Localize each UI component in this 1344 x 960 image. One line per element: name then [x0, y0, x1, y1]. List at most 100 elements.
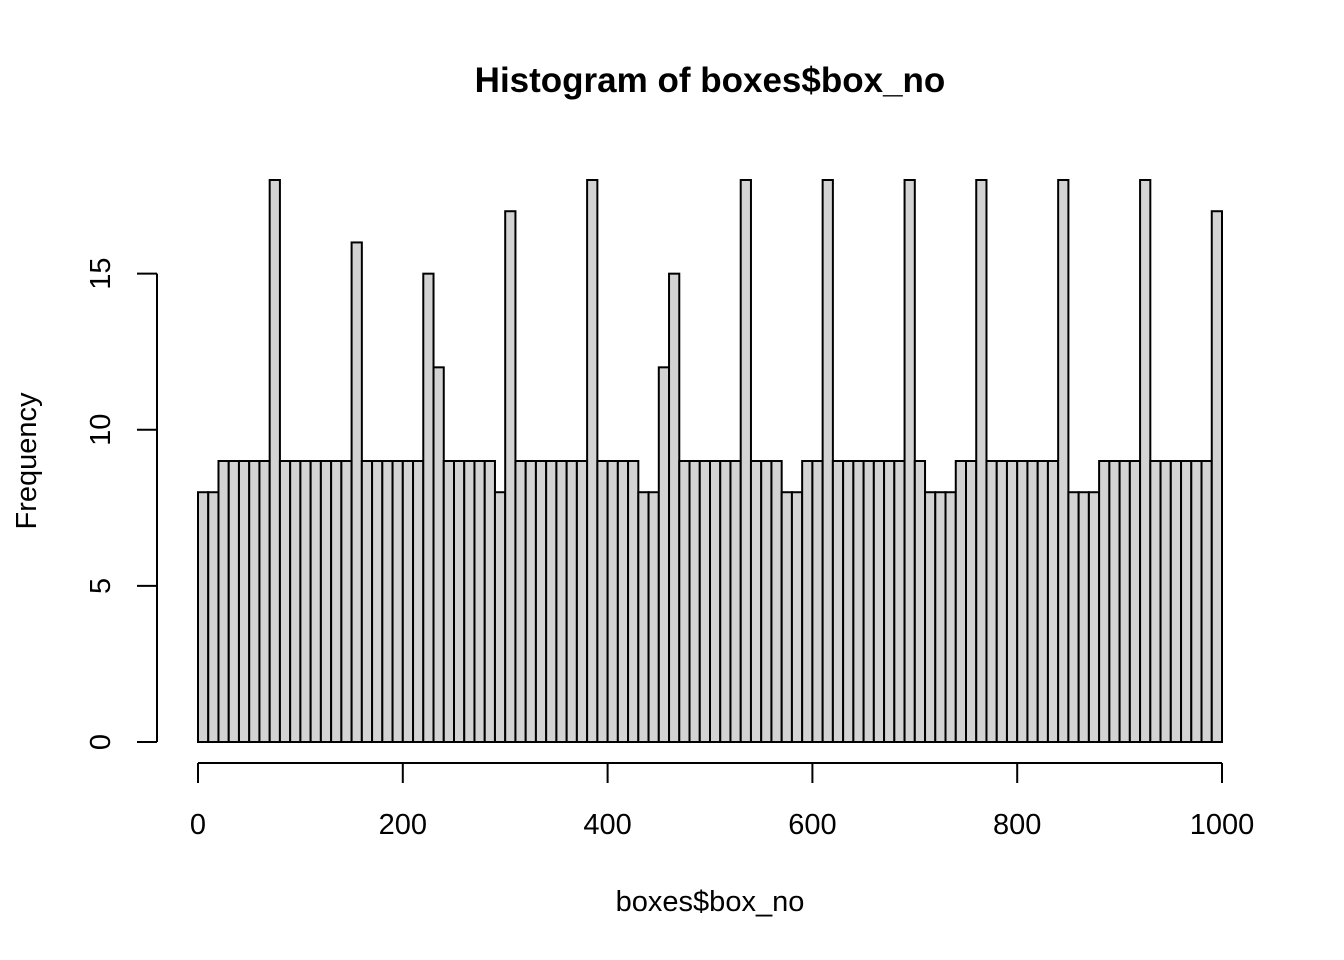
histogram-bar — [1077, 491, 1090, 743]
x-axis: 0 200 400 600 800 1000 — [190, 762, 1255, 841]
histogram-bar — [493, 491, 507, 743]
histogram-bar — [473, 460, 486, 743]
histogram-bar — [1128, 460, 1142, 743]
histogram-bar — [1087, 491, 1101, 743]
histogram-bar — [801, 460, 814, 743]
histogram-bar — [709, 460, 722, 743]
histogram-bar — [586, 179, 599, 743]
histogram-bar — [197, 491, 210, 743]
histogram-bar — [719, 460, 732, 743]
histogram-bar — [1190, 460, 1203, 743]
bars-group — [197, 179, 1224, 743]
x-tick-label: 400 — [583, 809, 631, 841]
histogram-bar — [637, 491, 650, 743]
histogram-bar — [780, 491, 793, 743]
histogram-bar — [350, 241, 363, 743]
histogram-bar — [258, 460, 271, 743]
histogram-bar — [319, 460, 333, 743]
histogram-bar — [760, 460, 773, 743]
histogram-bar — [360, 460, 374, 743]
histogram-bar — [299, 460, 312, 743]
histogram-bar — [1016, 460, 1029, 743]
histogram-bar — [1067, 491, 1080, 743]
histogram-bar — [268, 179, 281, 743]
histogram-bar — [668, 272, 681, 743]
histogram-bar — [627, 460, 640, 743]
histogram-bar — [1057, 179, 1070, 743]
histogram-bar — [852, 460, 865, 743]
histogram-bar — [924, 491, 937, 743]
histogram-bar — [1026, 460, 1039, 743]
y-tick-label: 5 — [85, 578, 117, 594]
histogram-bar — [739, 179, 752, 743]
histogram-bar — [381, 460, 394, 743]
histogram-bar — [401, 460, 415, 743]
histogram-bar — [371, 460, 384, 743]
histogram-bar — [749, 460, 763, 743]
histogram-bar — [965, 460, 978, 743]
histogram-bar — [831, 460, 845, 743]
x-tick-label: 200 — [379, 809, 427, 841]
histogram-bar — [985, 460, 998, 743]
histogram-bar — [309, 460, 322, 743]
histogram-bar — [1118, 460, 1131, 743]
histogram-bar — [790, 491, 804, 743]
histogram-bar — [1098, 460, 1111, 743]
histogram-bar — [565, 460, 578, 743]
histogram-bar — [688, 460, 701, 743]
histogram-bar — [1036, 460, 1049, 743]
histogram-bar — [862, 460, 875, 743]
histogram-bar — [463, 460, 476, 743]
x-tick-label: 600 — [788, 809, 836, 841]
histogram-bar — [555, 460, 568, 743]
histogram-bar — [453, 460, 466, 743]
y-axis-label: Frequency — [11, 392, 43, 530]
x-tick-label: 0 — [190, 809, 206, 841]
histogram-bar — [616, 460, 630, 743]
histogram-bar — [954, 460, 968, 743]
histogram-bar — [893, 460, 906, 743]
histogram-bar — [913, 460, 927, 743]
histogram-bar — [207, 491, 220, 743]
histogram-bar — [432, 366, 445, 743]
histogram-bar — [872, 460, 886, 743]
histogram-bar — [524, 460, 537, 743]
histogram-bar — [770, 460, 783, 743]
histogram-bar — [729, 460, 742, 743]
histogram-bar — [289, 460, 302, 743]
chart-title: Histogram of boxes$box_no — [475, 61, 946, 100]
histogram-bar — [442, 460, 456, 743]
y-axis: 0 5 10 15 — [85, 258, 158, 750]
y-tick-label: 10 — [85, 414, 117, 446]
x-tick-label: 1000 — [1190, 809, 1255, 841]
histogram-bar — [483, 460, 496, 743]
histogram-bar — [678, 460, 691, 743]
histogram-bar — [514, 460, 527, 743]
histogram-bar — [340, 460, 353, 743]
histogram-bar — [842, 460, 855, 743]
histogram-bar — [657, 366, 671, 743]
histogram-bar — [1180, 460, 1193, 743]
histogram-bar — [248, 460, 261, 743]
histogram-bar — [995, 460, 1008, 743]
y-tick-label: 0 — [85, 734, 117, 750]
histogram-bar — [1046, 460, 1060, 743]
histogram-bar — [944, 491, 957, 743]
histogram-bar — [883, 460, 896, 743]
histogram-bar — [237, 460, 251, 743]
histogram-bar — [391, 460, 404, 743]
histogram-bar — [903, 179, 916, 743]
histogram-bar — [1169, 460, 1183, 743]
histogram-bar — [1210, 210, 1224, 743]
histogram-bar — [534, 460, 548, 743]
histogram-bar — [545, 460, 558, 743]
histogram-bar — [934, 491, 947, 743]
histogram-bar — [596, 460, 609, 743]
histogram-bar — [1139, 179, 1152, 743]
histogram-bar — [278, 460, 292, 743]
x-axis-label: boxes$box_no — [616, 886, 805, 918]
histogram-bar — [217, 460, 230, 743]
histogram-bar — [1005, 460, 1019, 743]
histogram-bar — [811, 460, 824, 743]
y-tick-label: 15 — [85, 258, 117, 290]
